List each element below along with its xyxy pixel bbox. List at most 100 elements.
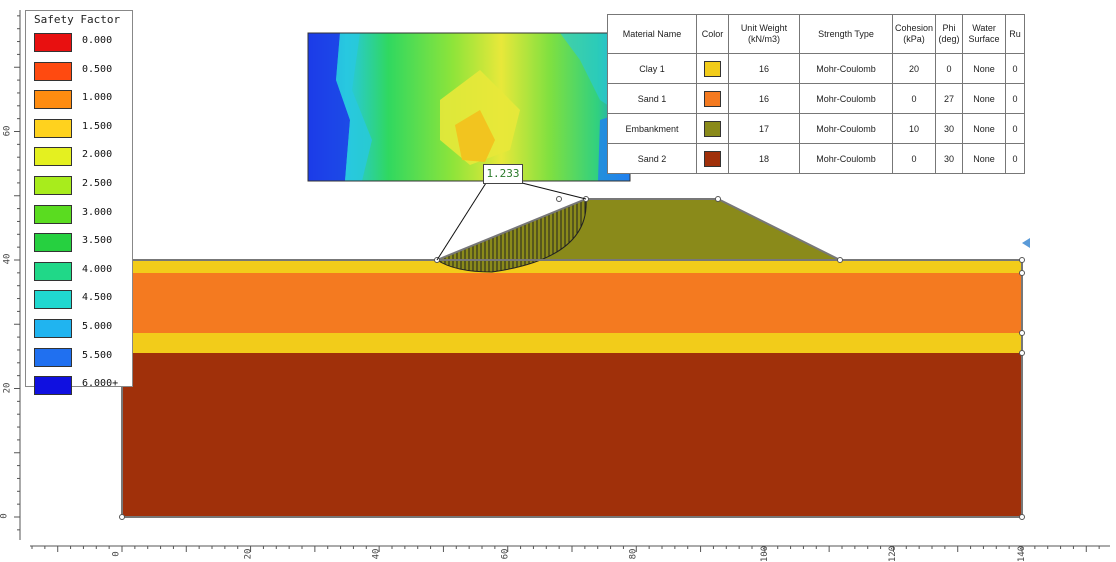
- layer-sand2: [122, 353, 1022, 517]
- boundary-vertices: [119, 196, 1025, 520]
- layer-sand1: [122, 273, 1022, 333]
- material-cohesion: 0: [891, 83, 937, 114]
- material-phi: 0: [935, 53, 964, 84]
- legend-swatch: [34, 319, 72, 338]
- ground-surface: [122, 198, 1022, 261]
- slope-model: [119, 196, 1030, 520]
- header-unit-weight: Unit Weight (kN/m3): [728, 14, 800, 54]
- header-cohesion: Cohesion (kPa): [891, 14, 937, 54]
- x-tick-label: 120: [888, 545, 899, 562]
- y-axis: [14, 10, 21, 540]
- legend-swatch: [34, 204, 72, 224]
- material-phi: 30: [935, 113, 964, 144]
- critical-slip-surface[interactable]: [435, 198, 587, 273]
- legend-label: 3.500: [82, 235, 113, 247]
- factor-of-safety-label[interactable]: 1.233: [483, 164, 523, 184]
- x-tick-label: 0: [111, 551, 122, 557]
- legend-swatch: [34, 176, 72, 195]
- legend-swatch: [34, 147, 72, 167]
- material-color-cell: [696, 53, 729, 84]
- y-tick-label: 0: [0, 513, 10, 519]
- legend-swatch: [34, 61, 72, 81]
- x-tick-label: 60: [500, 548, 511, 560]
- material-row[interactable]: Embankment 17 Mohr-Coulomb 10 30 None 0: [607, 113, 1026, 144]
- header-color: Color: [696, 14, 729, 54]
- legend-label: 4.000: [82, 263, 113, 275]
- header-material-name: Material Name: [607, 14, 697, 54]
- fs-leader-lines: [436, 182, 587, 261]
- material-cohesion: 10: [891, 113, 937, 144]
- material-color-swatch: [704, 120, 721, 137]
- material-row[interactable]: Sand 1 16 Mohr-Coulomb 0 27 None 0: [607, 83, 1026, 114]
- material-strength-type: Mohr-Coulomb: [799, 83, 893, 114]
- legend-label: 3.000: [82, 206, 113, 218]
- header-strength-type: Strength Type: [799, 14, 893, 54]
- material-name: Embankment: [607, 113, 697, 144]
- material-color-swatch: [704, 150, 721, 167]
- legend-label: 5.000: [82, 321, 113, 332]
- material-row[interactable]: Sand 2 18 Mohr-Coulomb 0 30 None 0: [607, 143, 1026, 174]
- slip-center-grid[interactable]: [307, 32, 631, 182]
- material-cohesion: 20: [891, 53, 937, 84]
- material-color-cell: [696, 113, 729, 144]
- legend-label: 1.000: [82, 92, 113, 104]
- layer-clay1-lower: [122, 333, 1022, 353]
- material-ru: 0: [1005, 113, 1026, 144]
- safety-factor-legend: Safety Factor 0.000 0.500 1.000 1.500 2.000 2…: [25, 10, 133, 396]
- legend-label: 4.500: [82, 292, 113, 304]
- header-phi: Phi (deg): [935, 14, 964, 54]
- legend-swatch: [34, 261, 72, 281]
- layer-clay1-upper: [122, 260, 1022, 273]
- x-tick-label: 140: [1017, 545, 1028, 562]
- y-tick-label: 40: [2, 253, 13, 265]
- legend-swatch: [34, 376, 72, 396]
- legend-swatch: [34, 233, 72, 253]
- y-tick-label: 60: [2, 125, 13, 136]
- material-cohesion: 0: [891, 143, 937, 174]
- model-boundary: [121, 259, 1023, 518]
- x-tick-label: 20: [242, 548, 253, 560]
- material-unit-weight: 16: [728, 53, 800, 84]
- y-tick-label: 20: [2, 382, 13, 393]
- legend-swatch: [34, 90, 72, 110]
- material-ru: 0: [1005, 83, 1026, 114]
- legend-swatch: [34, 118, 72, 138]
- material-ru: 0: [1005, 53, 1026, 84]
- material-unit-weight: 17: [728, 113, 800, 144]
- material-name: Sand 2: [607, 143, 697, 174]
- legend-swatch: [34, 347, 72, 367]
- legend-label: 2.000: [82, 149, 113, 161]
- material-row[interactable]: Clay 1 16 Mohr-Coulomb 20 0 None 0: [607, 53, 1026, 84]
- x-tick-label: 40: [371, 548, 382, 560]
- material-strength-type: Mohr-Coulomb: [799, 143, 893, 174]
- material-name: Clay 1: [607, 53, 697, 84]
- legend-swatch: [34, 33, 72, 52]
- legend-title: Safety Factor: [34, 13, 121, 26]
- x-tick-label: 100: [759, 545, 770, 562]
- legend-label: 5.500: [82, 349, 113, 361]
- material-phi: 27: [935, 83, 964, 114]
- x-axis: [30, 545, 1110, 552]
- material-strength-type: Mohr-Coulomb: [799, 113, 893, 144]
- legend-label: 0.500: [82, 63, 113, 75]
- materials-table: Material Name Color Unit Weight (kN/m3) …: [607, 14, 1026, 174]
- material-phi: 30: [935, 143, 964, 174]
- material-name: Sand 1: [607, 83, 697, 114]
- water-marker-icon: [1022, 238, 1030, 248]
- materials-header-row: Material Name Color Unit Weight (kN/m3) …: [607, 14, 1026, 54]
- material-water-surface: None: [962, 143, 1007, 174]
- legend-label: 6.000+: [82, 378, 119, 390]
- material-color-swatch: [704, 60, 721, 77]
- material-ru: 0: [1005, 143, 1026, 174]
- material-strength-type: Mohr-Coulomb: [799, 53, 893, 84]
- material-unit-weight: 18: [728, 143, 800, 174]
- material-color-cell: [696, 83, 729, 114]
- x-tick-label: 80: [628, 548, 639, 560]
- material-color-cell: [696, 143, 729, 174]
- legend-label: 2.500: [82, 178, 113, 189]
- material-color-swatch: [704, 90, 721, 107]
- header-ru: Ru: [1005, 14, 1026, 54]
- material-water-surface: None: [962, 53, 1007, 84]
- legend-label: 1.500: [82, 120, 113, 132]
- material-water-surface: None: [962, 113, 1007, 144]
